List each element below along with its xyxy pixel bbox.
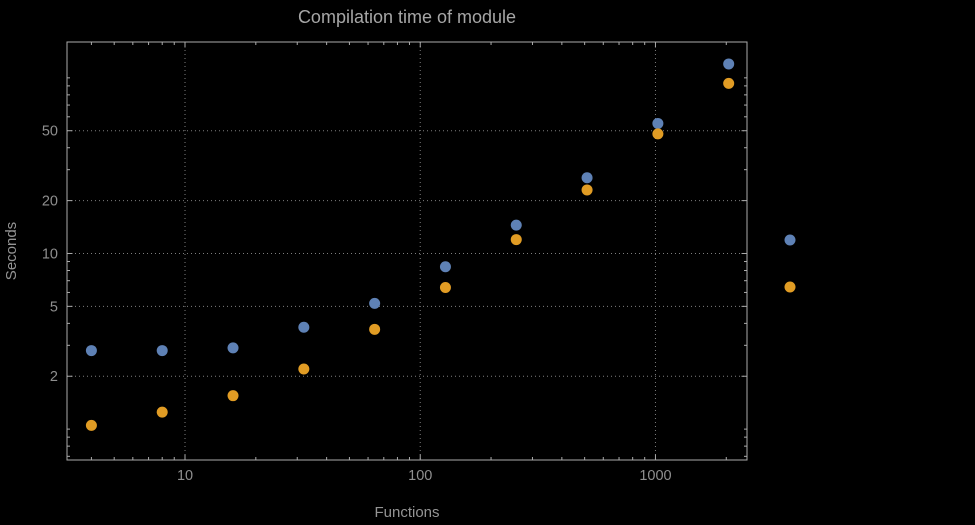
data-point-series-2 [439,282,451,294]
data-point-series-1 [369,297,381,309]
data-point-series-2 [581,184,593,196]
x-tick-label: 10 [177,468,193,484]
data-point-series-1 [85,345,97,357]
series-2-marker [784,281,796,293]
data-point-series-1 [723,58,735,70]
data-point-series-1 [298,321,310,333]
data-point-series-2 [723,77,735,89]
y-tick-label: 20 [42,194,58,210]
data-point-series-2 [510,234,522,246]
data-point-series-2 [156,406,168,418]
y-tick-label: 10 [42,246,58,262]
series-1-marker [784,234,796,246]
y-tick-label: 2 [50,369,58,385]
data-point-series-2 [652,128,664,140]
data-point-series-2 [369,323,381,335]
x-tick-label: 100 [408,468,432,484]
data-point-series-2 [85,419,97,431]
x-tick-label: 1000 [639,468,671,484]
data-point-series-1 [156,345,168,357]
y-tick-label: 5 [50,299,58,315]
chart-title: Compilation time of module [298,7,516,27]
data-point-series-1 [510,219,522,231]
y-axis-label: Seconds [3,222,20,280]
data-point-series-1 [227,342,239,354]
data-point-series-1 [581,172,593,184]
x-axis-label: Functions [374,504,439,521]
y-tick-label: 50 [42,124,58,140]
plot-area: 10 100 1000 2 5 10 20 50 [42,41,796,484]
data-point-series-1 [439,261,451,273]
data-point-series-2 [227,390,239,402]
plot-frame [66,41,748,461]
data-point-series-1 [652,117,664,129]
data-point-series-2 [298,363,310,375]
